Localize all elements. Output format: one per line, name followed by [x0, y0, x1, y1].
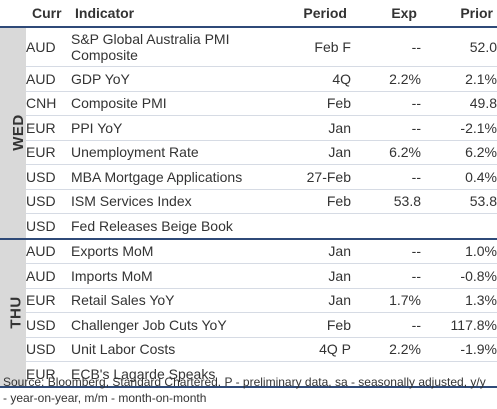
- row-exp: 6.2%: [351, 140, 421, 165]
- row-prior: 53.8: [421, 189, 497, 214]
- row-prior: 6.2%: [421, 140, 497, 165]
- row-indicator: Fed Releases Beige Book: [71, 213, 286, 240]
- row-indicator: PPI YoY: [71, 115, 286, 141]
- row-curr: AUD: [26, 263, 71, 289]
- header-indicator: Indicator: [71, 0, 286, 28]
- row-period: 4Q P: [286, 337, 351, 362]
- row-exp: --: [351, 164, 421, 190]
- row-curr: USD: [26, 189, 71, 214]
- row-period: Feb: [286, 91, 351, 116]
- table-row: AUD Imports MoM Jan -- -0.8%: [0, 263, 497, 289]
- row-period: [286, 213, 351, 240]
- row-exp: 2.2%: [351, 337, 421, 362]
- table-row: EUR PPI YoY Jan -- -2.1%: [0, 115, 497, 141]
- row-exp: --: [351, 27, 421, 67]
- row-indicator: Unit Labor Costs: [71, 337, 286, 362]
- row-curr: EUR: [26, 361, 71, 388]
- row-exp: 1.7%: [351, 288, 421, 313]
- row-period: Jan: [286, 288, 351, 313]
- row-indicator: Imports MoM: [71, 263, 286, 289]
- row-prior: -2.1%: [421, 115, 497, 141]
- row-period: 4Q: [286, 66, 351, 92]
- header-period: Period: [286, 0, 351, 28]
- table-row: USD MBA Mortgage Applications 27-Feb -- …: [0, 164, 497, 190]
- row-exp: --: [351, 91, 421, 116]
- row-exp: --: [351, 115, 421, 141]
- row-curr: USD: [26, 337, 71, 362]
- row-prior: 1.0%: [421, 238, 497, 264]
- row-indicator: Challenger Job Cuts YoY: [71, 312, 286, 338]
- row-indicator: Unemployment Rate: [71, 140, 286, 165]
- day-label-thu: THU: [0, 238, 26, 388]
- header-day-spacer: [0, 0, 26, 28]
- row-prior: 1.3%: [421, 288, 497, 313]
- day-label-wed: WED: [0, 27, 27, 240]
- table-row: AUD GDP YoY 4Q 2.2% 2.1%: [0, 66, 497, 92]
- row-prior: -1.9%: [421, 337, 497, 362]
- table-row: USD ISM Services Index Feb 53.8 53.8: [0, 189, 497, 214]
- table-row: WED AUD S&P Global Australia PMI Composi…: [0, 27, 497, 240]
- row-curr: USD: [26, 213, 71, 240]
- row-indicator: S&P Global Australia PMI Composite: [71, 27, 286, 67]
- header-prior: Prior: [421, 0, 497, 28]
- header-row: Curr Indicator Period Exp Prior: [0, 0, 497, 28]
- table-row: THU AUD Exports MoM Jan -- 1.0%: [0, 238, 497, 388]
- row-period: 27-Feb: [286, 164, 351, 190]
- row-period: Jan: [286, 238, 351, 264]
- row-exp: [351, 361, 421, 388]
- row-curr: AUD: [26, 66, 71, 92]
- row-period: Jan: [286, 140, 351, 165]
- row-exp: --: [351, 238, 421, 264]
- table-row: CNH Composite PMI Feb -- 49.8: [0, 91, 497, 116]
- row-curr: USD: [26, 164, 71, 190]
- row-indicator: MBA Mortgage Applications: [71, 164, 286, 190]
- row-prior: -0.8%: [421, 263, 497, 289]
- row-curr: EUR: [26, 288, 71, 313]
- row-period: Feb F: [286, 27, 351, 67]
- row-prior: [421, 361, 497, 388]
- row-exp: 53.8: [351, 189, 421, 214]
- row-exp: 2.2%: [351, 66, 421, 92]
- row-period: [286, 361, 351, 388]
- row-indicator: GDP YoY: [71, 66, 286, 92]
- table-row: USD Fed Releases Beige Book: [0, 213, 497, 240]
- row-prior: 2.1%: [421, 66, 497, 92]
- calendar-table: Curr Indicator Period Exp Prior WED AUD …: [0, 0, 497, 388]
- table-row: EUR Unemployment Rate Jan 6.2% 6.2%: [0, 140, 497, 165]
- row-indicator: ECB's Lagarde Speaks: [71, 361, 286, 388]
- row-period: Feb: [286, 189, 351, 214]
- row-period: Jan: [286, 263, 351, 289]
- table-row: EUR Retail Sales YoY Jan 1.7% 1.3%: [0, 288, 497, 313]
- row-indicator: ISM Services Index: [71, 189, 286, 214]
- header-exp: Exp: [351, 0, 421, 28]
- row-exp: --: [351, 263, 421, 289]
- row-prior: 0.4%: [421, 164, 497, 190]
- row-curr: EUR: [26, 140, 71, 165]
- row-period: Jan: [286, 115, 351, 141]
- row-exp: --: [351, 312, 421, 338]
- table-row: USD Unit Labor Costs 4Q P 2.2% -1.9%: [0, 337, 497, 362]
- source-footnote: Source: Bloomberg, Standard Chartered. P…: [3, 375, 486, 405]
- table-row: USD Challenger Job Cuts YoY Feb -- 117.8…: [0, 312, 497, 338]
- row-indicator: Exports MoM: [71, 238, 286, 264]
- row-curr: USD: [26, 312, 71, 338]
- row-prior: [421, 213, 497, 240]
- row-indicator: Composite PMI: [71, 91, 286, 116]
- row-prior: 52.0: [421, 27, 497, 67]
- row-curr: AUD: [26, 238, 71, 264]
- row-curr: AUD: [26, 27, 71, 67]
- row-curr: EUR: [26, 115, 71, 141]
- row-exp: [351, 213, 421, 240]
- row-indicator: Retail Sales YoY: [71, 288, 286, 313]
- table-row: EUR ECB's Lagarde Speaks: [0, 361, 497, 388]
- row-prior: 117.8%: [421, 312, 497, 338]
- header-curr: Curr: [26, 0, 71, 28]
- row-curr: CNH: [26, 91, 71, 116]
- row-prior: 49.8: [421, 91, 497, 116]
- row-period: Feb: [286, 312, 351, 338]
